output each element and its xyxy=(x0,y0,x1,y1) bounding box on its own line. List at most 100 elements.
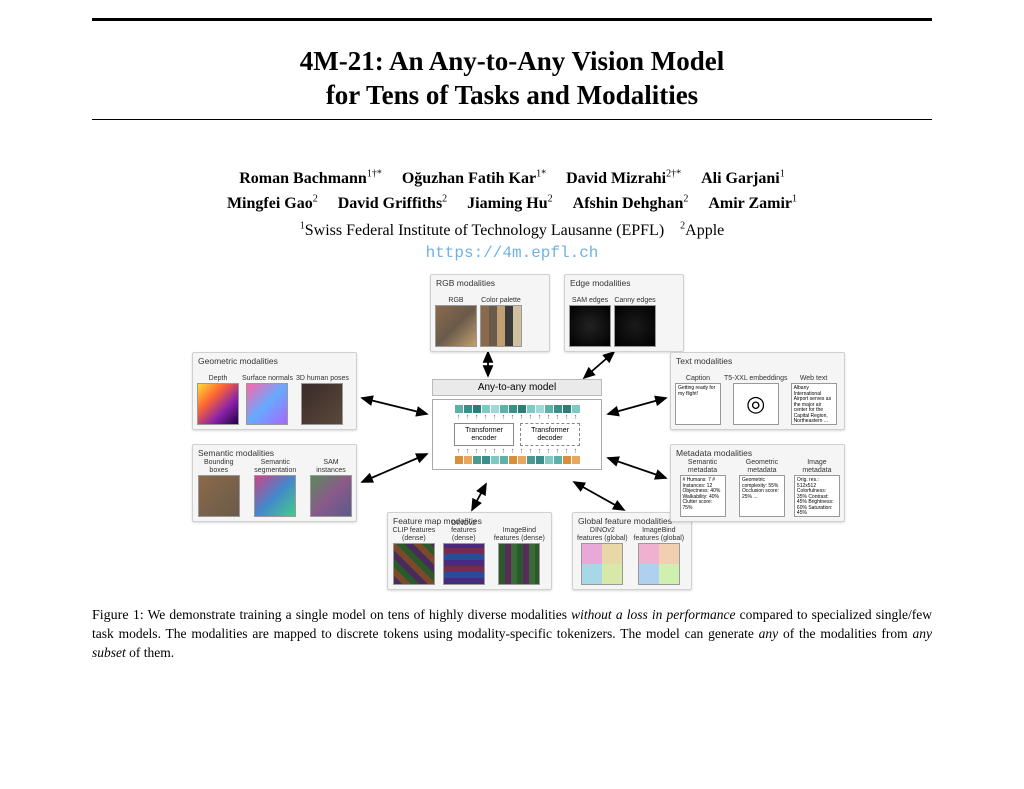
modality-group-text: Text modalitiesCaptionGetting ready for … xyxy=(670,352,845,430)
thumb-label: Semantic segmentation xyxy=(244,460,307,474)
project-url[interactable]: https://4m.epfl.ch xyxy=(92,244,932,262)
group-title: Text modalities xyxy=(675,356,840,366)
thumb-label: Canny edges xyxy=(614,290,655,304)
transformer-encoder: Transformer encoder xyxy=(454,423,514,446)
modality-group-featmap: Feature map modalitiesCLIP features (den… xyxy=(387,512,552,590)
authors-block: Roman Bachmann1†* Oğuzhan Fatih Kar1* Da… xyxy=(92,166,932,217)
figure-1: Any-to-any model ↑↑↑↑↑↑↑↑↑↑↑↑↑↑ Transfor… xyxy=(172,274,852,594)
affiliations: 1Swiss Federal Institute of Technology L… xyxy=(92,221,932,240)
cap-i1: without a loss in performance xyxy=(571,607,735,622)
thumb-image xyxy=(197,383,239,425)
thumb-image xyxy=(569,305,611,347)
thumb-textbox: Orig. res.: 512x512 Colorfulness: 35% Co… xyxy=(794,475,840,517)
thumb-label: Depth xyxy=(209,368,228,382)
token xyxy=(473,405,481,413)
token xyxy=(464,405,472,413)
modality-thumb: Depth xyxy=(197,368,239,425)
modality-group-metadata: Metadata modalities Semantic metadata# Hu… xyxy=(670,444,845,522)
thumb-label: SAM instances xyxy=(310,460,352,474)
thumb-image xyxy=(638,543,680,585)
title-underline xyxy=(92,119,932,120)
group-title: Geometric modalities xyxy=(197,356,352,366)
cap-i2: any xyxy=(759,626,779,641)
modality-group-semantic: Semantic modalities Bounding boxesSemanti… xyxy=(192,444,357,522)
token xyxy=(500,405,508,413)
arrow-row-top: ↑↑↑↑↑↑↑↑↑↑↑↑↑↑ xyxy=(437,414,597,421)
token xyxy=(563,456,571,464)
group-title: RGB modalities xyxy=(435,278,545,288)
token xyxy=(518,405,526,413)
model-box: ↑↑↑↑↑↑↑↑↑↑↑↑↑↑ Transformer encoder Trans… xyxy=(432,399,602,470)
author: Mingfei Gao2 xyxy=(227,195,318,212)
transformer-row: Transformer encoder Transformer decoder xyxy=(437,423,597,446)
thumb-label: Surface normals xyxy=(242,368,293,382)
modality-thumb: DINOv2 features (dense) xyxy=(439,528,489,585)
thumb-textbox: # Humans: 7 # Instances: 12 Objectness: … xyxy=(680,475,726,517)
modality-group-rgb: RGB modalities RGB Color palette xyxy=(430,274,550,352)
thumb-image xyxy=(254,475,296,517)
token xyxy=(464,456,472,464)
modality-thumb: Semantic metadata# Humans: 7 # Instances… xyxy=(675,460,730,517)
thumb-label: ImageBind features (dense) xyxy=(492,528,547,542)
thumb-label: Color palette xyxy=(481,290,521,304)
token xyxy=(491,456,499,464)
thumb-label: RGB xyxy=(448,290,463,304)
token xyxy=(572,456,580,464)
any-to-any-model: Any-to-any model ↑↑↑↑↑↑↑↑↑↑↑↑↑↑ Transfor… xyxy=(432,379,602,470)
modality-thumb: CLIP features (dense) xyxy=(392,528,436,585)
token xyxy=(509,405,517,413)
token xyxy=(482,456,490,464)
thumb-image xyxy=(614,305,656,347)
token xyxy=(536,456,544,464)
author: Roman Bachmann1†* xyxy=(239,170,382,187)
group-title: Metadata modalities xyxy=(675,448,840,458)
token xyxy=(482,405,490,413)
modality-group-globfeat: Global feature modalitiesDINOv2 features… xyxy=(572,512,692,590)
authors-row-2: Mingfei Gao2 David Griffiths2 Jiaming Hu… xyxy=(92,191,932,217)
modality-group-edge: Edge modalitiesSAM edgesCanny edges xyxy=(564,274,684,352)
modality-thumb: T5-XXL embeddings◎ xyxy=(724,368,788,425)
token xyxy=(545,456,553,464)
token xyxy=(536,405,544,413)
modality-thumb: DINOv2 features (global) xyxy=(577,528,628,585)
paper-page: 4M-21: An Any-to-Any Vision Model for Te… xyxy=(92,0,932,664)
thumb-image xyxy=(198,475,240,517)
author: David Griffiths2 xyxy=(338,195,447,212)
thumb-label: DINOv2 features (dense) xyxy=(439,528,489,542)
modality-thumb: Geometric metadataGeometric complexity: … xyxy=(733,460,791,517)
token xyxy=(545,405,553,413)
modality-thumb: Canny edges xyxy=(614,290,656,347)
thumb-label: Semantic metadata xyxy=(675,460,730,474)
group-title: Semantic modalities xyxy=(197,448,352,458)
token xyxy=(509,456,517,464)
modality-thumb: RGB xyxy=(435,290,477,347)
token-row-bot xyxy=(437,456,597,464)
affiliation: 2Apple xyxy=(680,222,724,239)
token xyxy=(527,405,535,413)
thumb-label: SAM edges xyxy=(572,290,608,304)
token xyxy=(473,456,481,464)
affiliation: 1Swiss Federal Institute of Technology L… xyxy=(300,222,664,239)
cap-t1: We demonstrate training a single model o… xyxy=(144,607,571,622)
thumb-icon: ◎ xyxy=(733,383,779,425)
transformer-decoder: Transformer decoder xyxy=(520,423,580,446)
authors-row-1: Roman Bachmann1†* Oğuzhan Fatih Kar1* Da… xyxy=(92,166,932,192)
author: Oğuzhan Fatih Kar1* xyxy=(402,170,546,187)
thumb-label: CLIP features (dense) xyxy=(392,528,436,542)
paper-title: 4M-21: An Any-to-Any Vision Model for Te… xyxy=(92,45,932,113)
thumb-label: Web text xyxy=(800,368,828,382)
token xyxy=(527,456,535,464)
figure-label: Figure 1: xyxy=(92,608,144,623)
thumb-label: 3D human poses xyxy=(296,368,349,382)
modality-thumb: Surface normals xyxy=(242,368,293,425)
thumb-textbox: Albany International Airport serves as t… xyxy=(791,383,837,425)
thumb-image xyxy=(443,543,485,585)
author: David Mizrahi2†* xyxy=(566,170,681,187)
modality-thumb: Bounding boxes xyxy=(197,460,241,517)
cap-t3: of the modalities from xyxy=(778,626,912,641)
thumb-textbox: Geometric complexity: 55% Occlusion scor… xyxy=(739,475,785,517)
modality-thumb: Web textAlbany International Airport ser… xyxy=(791,368,837,425)
modality-thumb: Semantic segmentation xyxy=(244,460,307,517)
modality-thumb: SAM instances xyxy=(310,460,352,517)
token xyxy=(563,405,571,413)
